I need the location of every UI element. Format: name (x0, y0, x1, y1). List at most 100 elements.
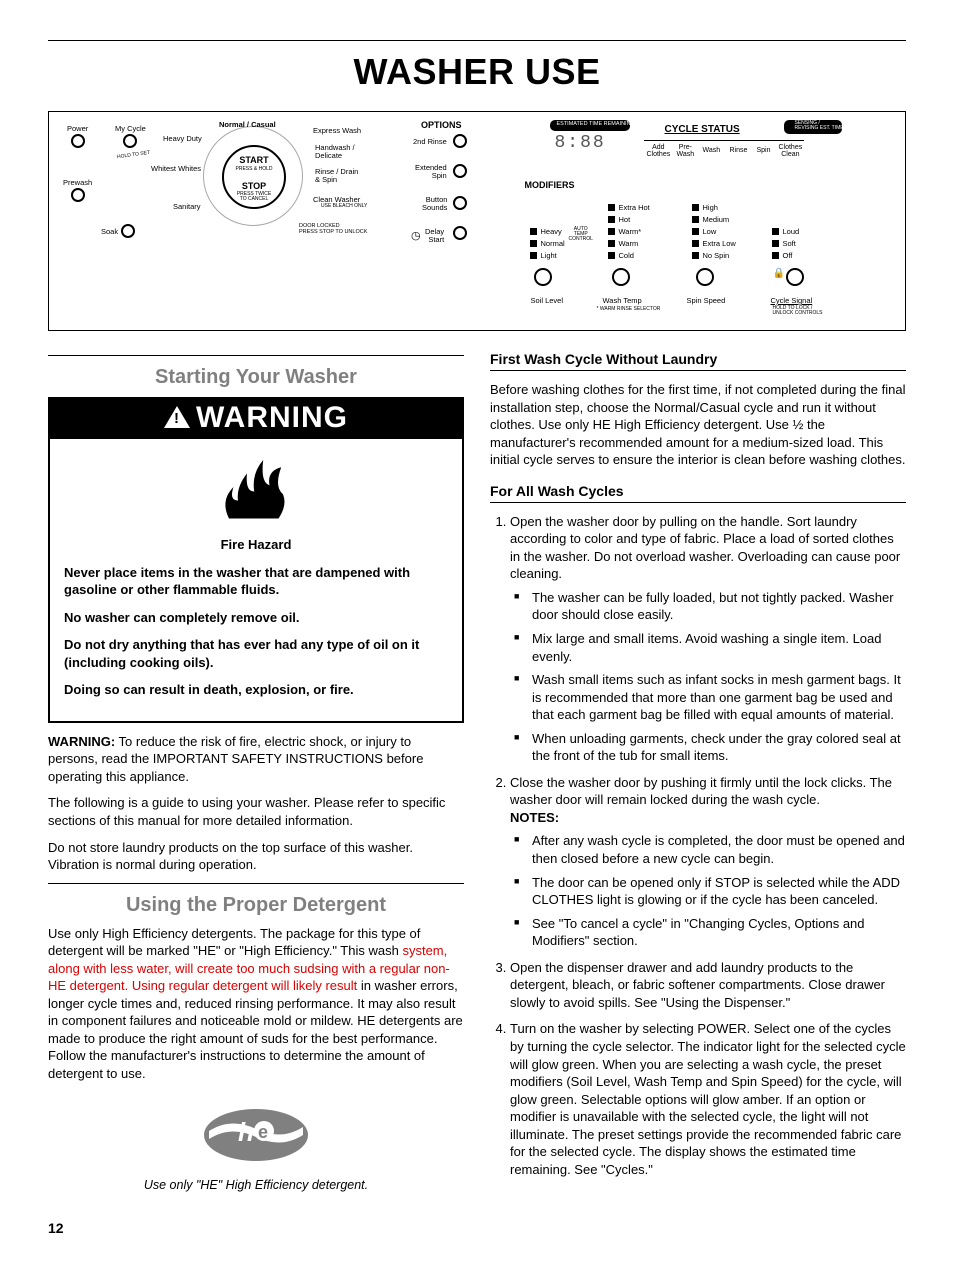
st4: Rinse (729, 147, 747, 154)
rule (48, 883, 464, 884)
detergent-paragraph: Use only High Efficiency detergents. The… (48, 925, 464, 1083)
mycycle-knob-icon (123, 134, 137, 148)
start-sub: PRESS & HOLD (224, 166, 284, 172)
detergent-heading: Using the Proper Detergent (48, 894, 464, 917)
step-3: Open the dispenser drawer and add laundr… (510, 959, 906, 1012)
temp-eh: Extra Hot (618, 203, 649, 212)
soil-label: Soil Level (530, 296, 563, 305)
he-caption: Use only "HE" High Efficiency detergent. (48, 1178, 464, 1192)
first-wash-body: Before washing clothes for the first tim… (490, 381, 906, 469)
power-label: Power (67, 124, 88, 133)
first-wash-p: Before washing clothes for the first tim… (490, 381, 906, 469)
dial-top: Normal / Casual (219, 120, 276, 129)
left-column: Starting Your Washer WARNING Fire Hazard… (48, 349, 464, 1196)
control-panel-illustration: Power My Cycle HOLD TO SET Prewash Soak … (48, 111, 906, 331)
temp-c: Cold (618, 251, 633, 260)
opt2-knob-icon (453, 164, 467, 178)
fire-hazard-label: Fire Hazard (64, 536, 448, 554)
step2-b1: After any wash cycle is completed, the d… (532, 832, 906, 867)
spin-knob-icon (696, 268, 714, 286)
spin-label: Spin Speed (686, 296, 725, 305)
soak-label: Soak (101, 227, 118, 236)
sensing-label: SENSING / REVISING EST. TIME (794, 121, 843, 132)
st6: Clothes Clean (778, 144, 802, 158)
soil-light: Light (540, 251, 556, 260)
start-label: START (224, 155, 284, 165)
opt-buttonsounds: Button Sounds (422, 196, 447, 212)
fire-icon (211, 449, 301, 525)
time-digits: 8:88 (554, 133, 624, 155)
step2-bullets: After any wash cycle is completed, the d… (510, 832, 906, 949)
st3: Wash (702, 147, 720, 154)
dial-l1: Whitest Whites (151, 164, 201, 173)
soak-knob-icon (121, 224, 135, 238)
prewash-label: Prewash (63, 178, 92, 187)
sig-label: Cycle Signal (770, 296, 812, 305)
step2-text: Close the washer door by pushing it firm… (510, 775, 892, 808)
dial-bl: Sanitary (173, 202, 201, 211)
document-title: WASHER USE (48, 51, 906, 93)
dial-r2: Rinse / Drain & Spin (315, 168, 358, 184)
door-locked: DOOR LOCKED PRESS STOP TO UNLOCK (299, 224, 367, 236)
spin-ns: No Spin (702, 251, 729, 260)
warn-p2: No washer can completely remove oil. (64, 609, 448, 627)
mycycle-label: My Cycle (115, 124, 146, 133)
temp-knob-icon (612, 268, 630, 286)
wash-steps-list: Open the washer door by pulling on the h… (490, 513, 906, 1179)
stop-sub: PRESS TWICE TO CANCEL (224, 192, 284, 202)
est-time: ESTIMATED TIME REMAINING (556, 121, 634, 127)
st1: Add Clothes (646, 144, 670, 158)
dial-r1: Handwash / Delicate (315, 144, 355, 160)
step-2: Close the washer door by pushing it firm… (510, 774, 906, 950)
step-4: Turn on the washer by selecting POWER. S… (510, 1020, 906, 1178)
step1-b4: When unloading garments, check under the… (532, 730, 906, 765)
fire-icon-wrap (50, 439, 462, 534)
soil-auto: AUTO TEMP CONTROL (568, 227, 592, 242)
opt-delay: Delay Start (425, 228, 444, 244)
lock-icon: 🔒 (772, 268, 784, 279)
step2-b3: See "To cancel a cycle" in "Changing Cyc… (532, 915, 906, 950)
det-black2: in washer errors, longer cycle times and… (48, 978, 463, 1081)
first-wash-heading: First Wash Cycle Without Laundry (490, 351, 906, 371)
panel-left: Power My Cycle HOLD TO SET Prewash Soak … (63, 120, 484, 322)
clock-icon: ◷ (411, 229, 421, 242)
step1-text: Open the washer door by pulling on the h… (510, 514, 900, 582)
he-logo-wrap: h e Use only "HE" High Efficiency deterg… (48, 1095, 464, 1192)
power-knob-icon (71, 134, 85, 148)
page-number: 12 (48, 1220, 906, 1236)
step1-b4-red: When unloading garments, check under the… (532, 731, 901, 764)
rule (48, 355, 464, 356)
step1-b1: The washer can be fully loaded, but not … (532, 589, 906, 624)
stop-label: STOP (224, 181, 284, 191)
temp-w1: Warm* (618, 227, 641, 236)
soil-knob-icon (534, 268, 552, 286)
dial-inner: START PRESS & HOLD STOP PRESS TWICE TO C… (222, 145, 286, 209)
sig-o: Off (782, 251, 792, 260)
temp-w2: Warm (618, 239, 638, 248)
opt4-knob-icon (453, 226, 467, 240)
temp-label: Wash Temp (602, 296, 641, 305)
step1-b2: Mix large and small items. Avoid washing… (532, 630, 906, 665)
det-black1: Use only High Efficiency detergents. The… (48, 926, 420, 959)
sig-knob-icon (786, 268, 804, 286)
warn-p4: Doing so can result in death, explosion,… (64, 681, 448, 699)
cycle-dial-icon: START PRESS & HOLD STOP PRESS TWICE TO C… (203, 126, 303, 226)
opt-2ndrinse: 2nd Rinse (413, 137, 447, 146)
temp-foot: * WARM RINSE SELECTOR (596, 306, 660, 312)
dial-tr: Express Wash (313, 126, 361, 135)
notes-label: NOTES: (510, 810, 559, 825)
cycle-status-hd: CYCLE STATUS (664, 124, 739, 135)
temp-h: Hot (618, 215, 630, 224)
spin-l: Low (702, 227, 716, 236)
spin-m: Medium (702, 215, 729, 224)
warning-word: WARNING (196, 401, 348, 435)
soil-heavy: Heavy (540, 227, 561, 236)
warn-p1: Never place items in the washer that are… (64, 564, 448, 599)
dial-br-sub: USE BLEACH ONLY (321, 203, 367, 209)
st2: Pre- Wash (676, 144, 694, 158)
page: WASHER USE Power My Cycle HOLD TO SET Pr… (0, 0, 954, 1266)
opt3-knob-icon (453, 196, 467, 210)
warn-p3: Do not dry anything that has ever had an… (64, 636, 448, 671)
post-warning-text: WARNING: To reduce the risk of fire, ele… (48, 733, 464, 874)
nostore-p: Do not store laundry products on the top… (48, 839, 464, 874)
